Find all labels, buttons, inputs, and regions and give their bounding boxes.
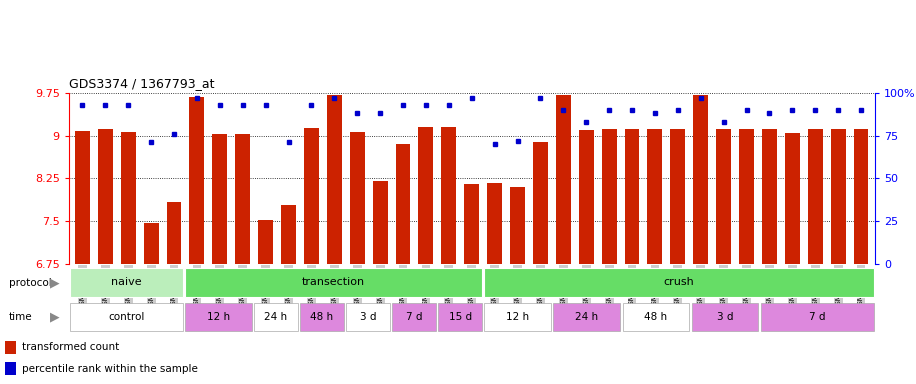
Text: crush: crush [664,277,694,287]
Text: control: control [108,311,145,321]
Bar [373,180,387,264]
Bar [556,94,571,264]
Bar [304,127,319,264]
Text: naive: naive [111,277,142,287]
Bar [464,184,479,264]
Text: 12 h: 12 h [507,311,529,321]
Text: transformed count: transformed count [22,343,119,353]
Bar [510,187,525,264]
FancyBboxPatch shape [692,303,758,331]
Bar [785,133,800,264]
Bar [144,223,158,264]
Bar [235,134,250,264]
Text: 7 d: 7 d [406,311,422,321]
Bar [762,129,777,264]
Bar [281,205,296,264]
Bar [625,129,639,264]
Bar [167,202,181,264]
FancyBboxPatch shape [392,303,436,331]
Bar [419,127,433,264]
FancyBboxPatch shape [70,268,182,297]
Text: 3 d: 3 d [360,311,376,321]
Bar [121,132,136,264]
FancyBboxPatch shape [185,268,482,297]
FancyBboxPatch shape [761,303,874,331]
Bar [258,220,273,264]
Text: GDS3374 / 1367793_at: GDS3374 / 1367793_at [69,77,214,90]
FancyBboxPatch shape [553,303,620,331]
Bar [602,129,616,264]
FancyBboxPatch shape [70,303,182,331]
Bar [808,129,823,264]
Text: percentile rank within the sample: percentile rank within the sample [22,364,198,374]
FancyBboxPatch shape [623,303,690,331]
FancyBboxPatch shape [439,303,482,331]
Text: ▶: ▶ [50,276,60,289]
Text: 12 h: 12 h [207,311,230,321]
Bar [5,341,16,354]
Bar [739,129,754,264]
FancyBboxPatch shape [485,303,551,331]
Text: protocol: protocol [9,278,52,288]
Bar [533,142,548,264]
Text: 24 h: 24 h [575,311,598,321]
FancyBboxPatch shape [485,268,874,297]
Text: 7 d: 7 d [809,311,825,321]
Bar [213,134,227,264]
Bar [75,131,90,264]
Bar [98,129,113,264]
Bar [693,94,708,264]
Text: time: time [9,312,33,322]
Text: 24 h: 24 h [265,311,288,321]
Bar [442,127,456,264]
FancyBboxPatch shape [254,303,298,331]
Bar [854,129,868,264]
Bar [716,129,731,264]
Bar [831,129,845,264]
Bar [671,129,685,264]
Text: 15 d: 15 d [449,311,472,321]
Text: 48 h: 48 h [311,311,333,321]
Text: 3 d: 3 d [717,311,734,321]
Text: ▶: ▶ [50,311,60,324]
Bar [5,362,16,375]
FancyBboxPatch shape [185,303,252,331]
FancyBboxPatch shape [346,303,390,331]
Bar [350,132,365,264]
Text: 48 h: 48 h [645,311,668,321]
Bar [396,144,410,264]
Bar [487,183,502,264]
Bar [327,94,342,264]
Bar [648,129,662,264]
FancyBboxPatch shape [300,303,344,331]
Bar [190,98,204,264]
Text: transection: transection [302,277,365,287]
Bar [579,130,594,264]
